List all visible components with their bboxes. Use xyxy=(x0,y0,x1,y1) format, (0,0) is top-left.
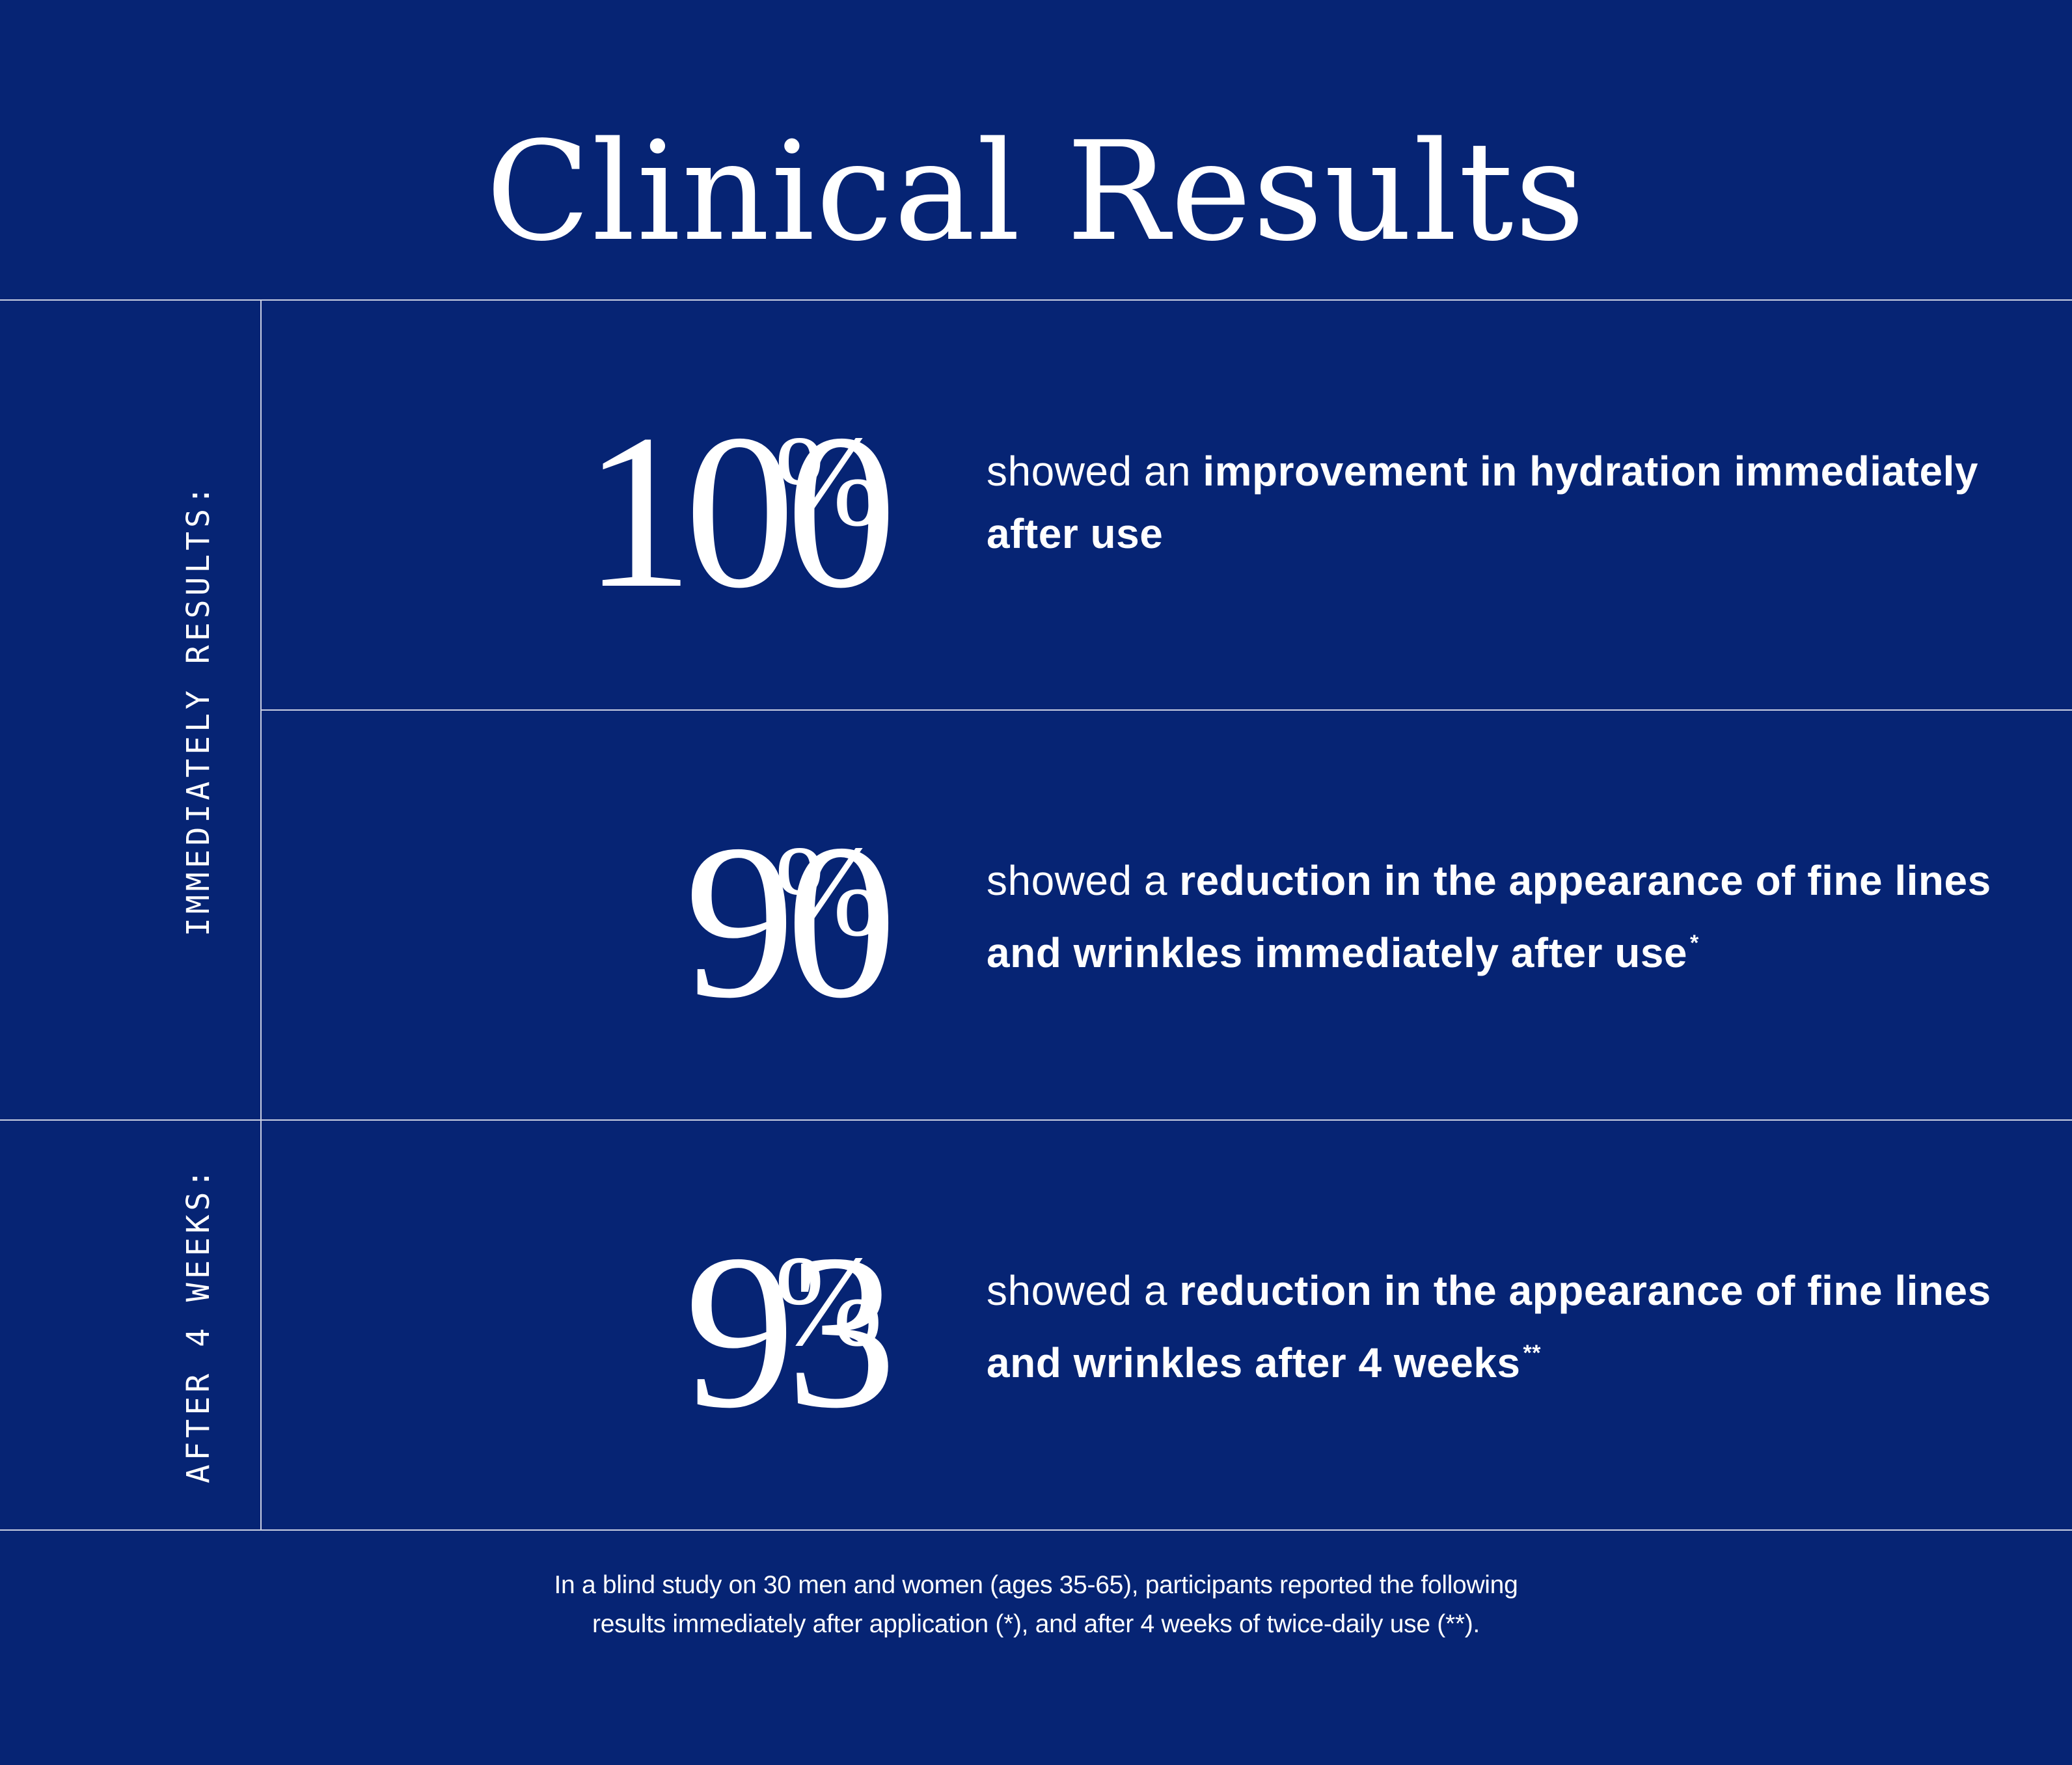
footnote-line-1: In a blind study on 30 men and women (ag… xyxy=(554,1571,1518,1599)
study-footnote: In a blind study on 30 men and women (ag… xyxy=(0,1566,2072,1644)
divider-top xyxy=(0,299,2072,301)
footnote-marker: ** xyxy=(1523,1341,1541,1365)
stat-description: showed an improvement in hydration immed… xyxy=(987,440,2041,565)
percent-sign: % xyxy=(774,1229,883,1373)
stat-description-lead: showed a xyxy=(987,1267,1180,1314)
stat-description: showed a reduction in the appearance of … xyxy=(987,1259,2041,1394)
stat-description-lead: showed an xyxy=(987,448,1203,495)
stat-value: 90 xyxy=(685,799,897,1044)
footnote-line-2: results immediately after application (*… xyxy=(592,1610,1480,1638)
section-label-immediate: IMMEDIATELY RESULTS: xyxy=(180,482,217,937)
stat-description: showed a reduction in the appearance of … xyxy=(987,849,2041,984)
divider-section xyxy=(0,1119,2072,1121)
stat-value: 93 xyxy=(685,1209,897,1454)
percent-sign: % xyxy=(774,409,883,553)
stat-description-emphasis: improvement in hydration immediately aft… xyxy=(987,448,1978,557)
percent-sign: % xyxy=(774,819,883,963)
page-title: Clinical Results xyxy=(485,112,1587,271)
stat-description-lead: showed a xyxy=(987,857,1180,904)
divider-vertical xyxy=(260,299,262,1531)
divider-row-1 xyxy=(260,709,2072,711)
footnote-marker: * xyxy=(1689,931,1699,955)
divider-bottom xyxy=(0,1529,2072,1531)
stat-description-emphasis: reduction in the appearance of fine line… xyxy=(987,1267,1991,1386)
stat-value: 100 xyxy=(583,389,897,634)
section-label-after-weeks: AFTER 4 WEEKS: xyxy=(180,1165,217,1484)
stat-description-emphasis: reduction in the appearance of fine line… xyxy=(987,857,1991,976)
